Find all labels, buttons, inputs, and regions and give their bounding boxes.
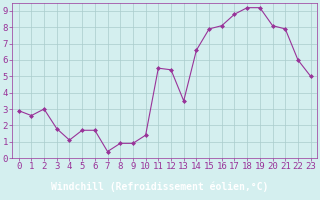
- Text: Windchill (Refroidissement éolien,°C): Windchill (Refroidissement éolien,°C): [51, 182, 269, 192]
